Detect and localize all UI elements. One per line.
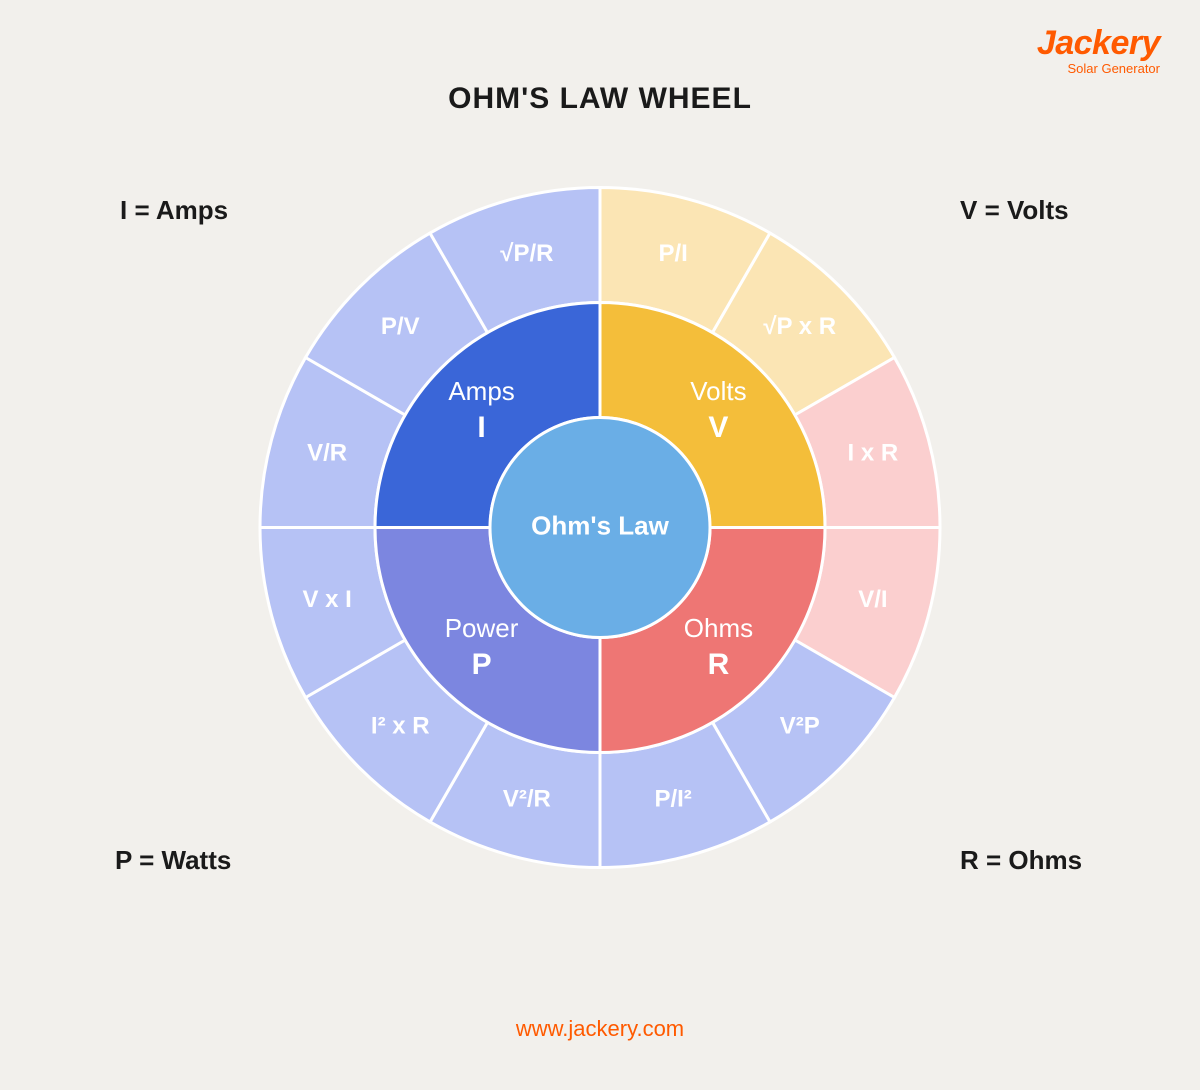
formula-amps-2: √P/R [500,240,553,267]
corner-label-volts: V = Volts [960,195,1069,226]
svg-text:Volts: Volts [690,376,746,406]
ohms-law-wheel: V/R P/V √P/R P/I √P x R I x R V/I V²P P/I² V²/R I²… [220,148,980,913]
brand-subtitle: Solar Generator [1037,61,1160,76]
footer-url: www.jackery.com [0,1016,1200,1042]
formula-power-2: V x I [302,586,351,613]
svg-text:P: P [472,648,492,681]
formula-ohms-1: V²P [780,713,820,740]
formula-power-1: I² x R [371,713,430,740]
brand-block: Jackery Solar Generator [1037,24,1160,76]
formula-volts-2: I x R [848,440,899,467]
corner-label-amps: I = Amps [120,195,228,226]
svg-text:I: I [477,411,485,444]
formula-amps-0: V/R [307,440,347,467]
page-title: OHM'S LAW WHEEL [0,82,1200,116]
svg-text:Amps: Amps [448,376,514,406]
center-label: Ohm's Law [531,510,669,540]
svg-text:Power: Power [445,613,519,643]
svg-text:R: R [708,648,730,681]
formula-power-0: V²/R [503,786,551,813]
formula-amps-1: P/V [381,313,420,340]
svg-text:Ohms: Ohms [684,613,753,643]
formula-volts-0: P/I [658,240,687,267]
corner-label-watts: P = Watts [115,845,231,876]
formula-ohms-2: P/I² [654,786,691,813]
svg-text:V: V [708,411,728,444]
brand-name: Jackery [1037,24,1160,63]
formula-ohms-0: V/I [858,586,887,613]
corner-label-ohms: R = Ohms [960,845,1082,876]
formula-volts-1: √P x R [763,313,836,340]
